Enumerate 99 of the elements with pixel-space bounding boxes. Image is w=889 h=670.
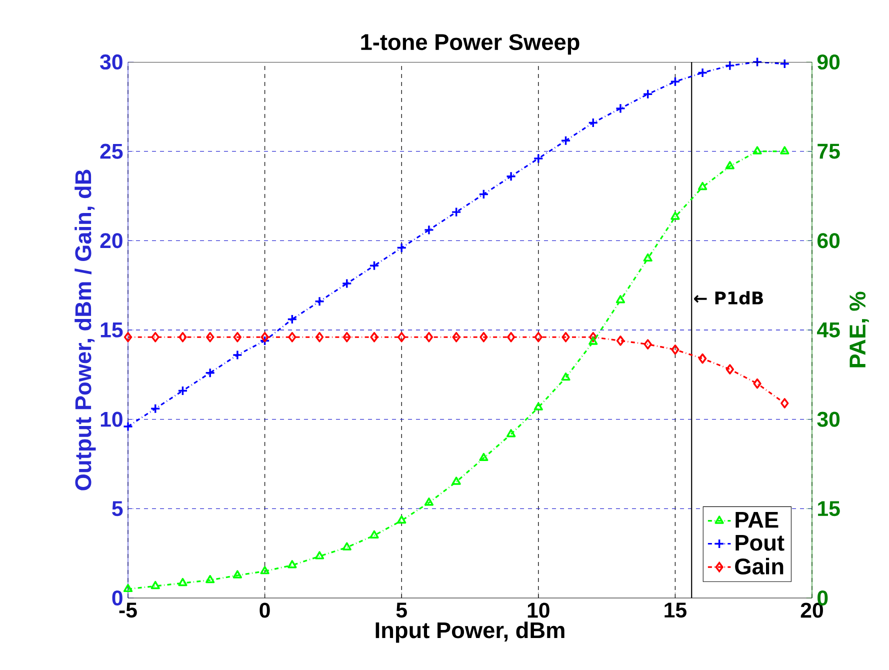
- point: [424, 498, 434, 506]
- point: [506, 429, 516, 438]
- point: [670, 212, 680, 220]
- point: [204, 368, 216, 378]
- point: [397, 515, 406, 524]
- point: [589, 332, 598, 342]
- legend-label: Gain: [735, 558, 784, 575]
- point: [124, 332, 132, 342]
- x-axis-title: Input Power, dBm: [376, 622, 564, 643]
- point: [642, 89, 653, 100]
- point: [287, 314, 298, 324]
- y-tick-label: 5: [112, 501, 123, 516]
- point: [288, 560, 297, 568]
- y2-tick-label: 45: [817, 322, 840, 338]
- point: [671, 344, 680, 355]
- point: [753, 378, 762, 389]
- point: [697, 68, 708, 78]
- point: [232, 350, 243, 360]
- point: [752, 146, 762, 154]
- point: [123, 584, 133, 592]
- legend-label: Pout: [736, 534, 784, 551]
- point: [698, 353, 707, 364]
- point: [232, 570, 242, 578]
- y-axis-title: Output Power, dBm / Gain, dB: [74, 170, 96, 490]
- point: [533, 153, 544, 164]
- legend-label: PAE: [736, 512, 778, 528]
- point: [150, 580, 160, 590]
- point: [398, 332, 406, 342]
- point: [370, 332, 378, 342]
- point: [670, 76, 680, 87]
- y2-axis-title: PAE, %: [850, 292, 869, 368]
- point: [643, 253, 652, 262]
- point: [451, 206, 462, 218]
- y2-tick-label: 90: [817, 54, 840, 70]
- point: [560, 135, 571, 146]
- y-tick-label: 30: [100, 54, 122, 70]
- point: [616, 336, 625, 346]
- point: [452, 332, 460, 342]
- ref-line-label: ← P1dB: [694, 291, 763, 305]
- point: [206, 332, 214, 342]
- point: [725, 161, 734, 170]
- y2-tick-label: 60: [817, 233, 840, 248]
- point: [288, 332, 296, 342]
- point: [698, 182, 708, 190]
- point: [122, 421, 134, 432]
- point: [314, 551, 324, 560]
- y-tick-label: 25: [100, 144, 123, 159]
- point: [780, 398, 789, 408]
- chart-title: 1-tone Power Sweep: [361, 34, 580, 55]
- point: [178, 578, 188, 586]
- point: [616, 295, 626, 304]
- point: [752, 56, 762, 68]
- point: [342, 542, 352, 550]
- y2-tick-label: 15: [818, 501, 840, 516]
- y-tick-label: 10: [100, 412, 122, 427]
- point: [479, 452, 488, 462]
- point: [370, 530, 379, 538]
- point: [342, 278, 352, 289]
- point: [534, 402, 543, 410]
- x-tick-label: 5: [396, 602, 407, 618]
- x-tick-label: 15: [664, 602, 686, 618]
- point: [315, 332, 324, 342]
- point: [780, 146, 790, 154]
- point: [644, 339, 652, 350]
- point: [534, 332, 542, 342]
- point: [206, 574, 215, 584]
- point: [178, 386, 188, 396]
- point: [314, 296, 325, 307]
- point: [150, 403, 160, 414]
- point: [424, 332, 434, 342]
- point: [506, 332, 516, 342]
- x-tick-label: 0: [260, 602, 270, 618]
- x-tick-label: 10: [528, 602, 550, 618]
- point: [233, 332, 242, 342]
- point: [260, 332, 269, 342]
- point: [369, 260, 380, 271]
- point: [342, 332, 351, 342]
- point: [396, 242, 407, 253]
- point: [178, 332, 187, 342]
- y-tick-label: 20: [100, 233, 122, 248]
- point: [780, 58, 790, 69]
- point: [452, 476, 461, 485]
- y2-tick-label: 75: [818, 144, 840, 159]
- point: [562, 332, 570, 342]
- point: [506, 171, 516, 182]
- y2-tick-label: 30: [817, 412, 840, 427]
- point: [260, 336, 270, 346]
- y-tick-label: 15: [100, 322, 123, 338]
- point: [260, 566, 270, 574]
- point: [588, 336, 598, 345]
- point: [480, 332, 488, 342]
- point: [588, 118, 598, 128]
- point: [561, 372, 570, 381]
- point: [726, 364, 734, 374]
- point: [615, 103, 626, 114]
- point: [724, 60, 736, 71]
- point: [478, 189, 489, 200]
- point: [424, 224, 434, 236]
- point: [151, 332, 160, 342]
